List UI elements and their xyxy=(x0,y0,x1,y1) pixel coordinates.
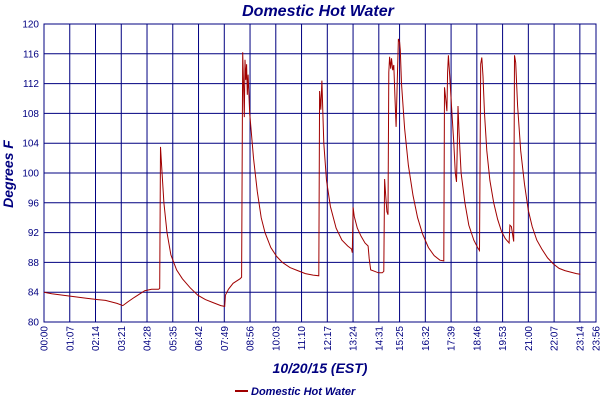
x-tick-label: 13:24 xyxy=(349,326,360,351)
legend: Domestic Hot Water xyxy=(235,386,356,398)
y-tick-label: 80 xyxy=(28,318,40,329)
x-axis-label: 10/20/15 (EST) xyxy=(273,360,368,376)
x-tick-label: 14:31 xyxy=(374,326,385,351)
chart-title: Domestic Hot Water xyxy=(242,3,395,20)
plot-area xyxy=(43,23,597,323)
y-tick-label: 104 xyxy=(22,139,39,150)
x-tick-label: 23:14 xyxy=(575,326,586,351)
x-tick-label: 01:07 xyxy=(65,326,76,351)
x-tick-label: 04:28 xyxy=(143,326,154,351)
y-axis-label: Degrees F xyxy=(0,140,16,208)
x-tick-label: 02:14 xyxy=(91,326,102,351)
x-tick-label: 22:07 xyxy=(550,326,561,351)
y-tick-label: 96 xyxy=(28,198,40,209)
x-tick-label: 10:03 xyxy=(271,326,282,351)
x-tick-label: 00:00 xyxy=(40,326,51,351)
y-tick-label: 108 xyxy=(22,109,39,120)
x-tick-label: 17:39 xyxy=(447,326,458,351)
x-tick-label: 15:25 xyxy=(395,326,406,351)
x-tick-label: 12:17 xyxy=(323,326,334,351)
x-tick-label: 11:10 xyxy=(297,326,308,351)
x-tick-label: 08:56 xyxy=(246,326,257,351)
x-tick-label: 16:32 xyxy=(421,326,432,351)
x-tick-label: 23:56 xyxy=(592,326,600,351)
y-tick-labels: 80 84 88 92 96 100 104 108 112 116 120 xyxy=(22,20,39,329)
x-tick-label: 21:00 xyxy=(524,326,535,351)
y-tick-label: 84 xyxy=(28,288,40,299)
x-tick-label: 18:46 xyxy=(472,326,483,351)
x-tick-label: 19:53 xyxy=(498,326,509,351)
legend-label: Domestic Hot Water xyxy=(251,386,356,398)
x-tick-label: 07:49 xyxy=(220,326,231,351)
x-tick-labels: 00:00 01:07 02:14 03:21 04:28 05:35 06:42 07:49… xyxy=(40,326,600,351)
y-tick-label: 100 xyxy=(22,169,39,180)
y-tick-label: 92 xyxy=(28,228,40,239)
y-tick-label: 116 xyxy=(23,49,39,60)
x-tick-label: 03:21 xyxy=(117,326,128,351)
x-tick-label: 06:42 xyxy=(194,326,205,351)
series-line-domestic-hot-water xyxy=(43,38,581,308)
y-tick-label: 120 xyxy=(22,20,39,31)
chart-grid xyxy=(43,23,597,323)
y-tick-label: 112 xyxy=(23,79,39,90)
x-tick-label: 05:35 xyxy=(168,326,179,351)
y-tick-label: 88 xyxy=(28,258,40,269)
